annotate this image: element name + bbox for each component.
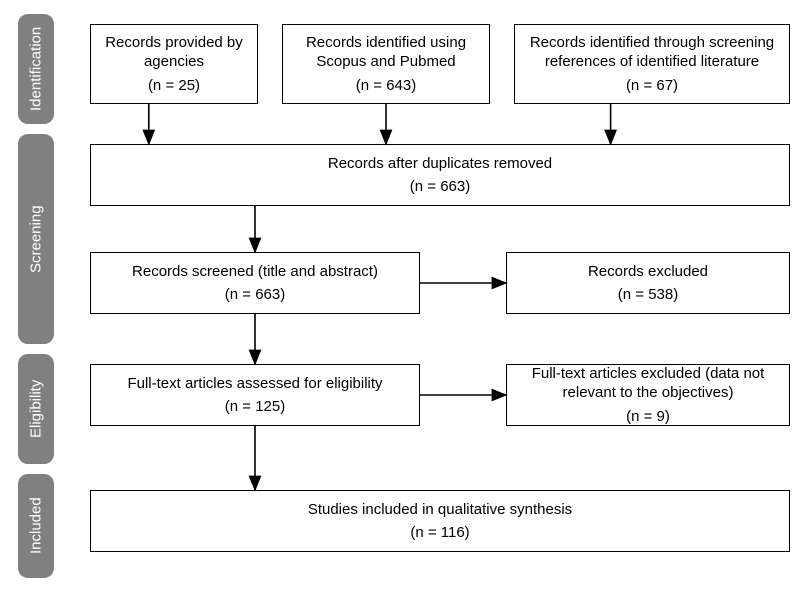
box-count: (n = 25) bbox=[148, 76, 200, 96]
box-count: (n = 643) bbox=[356, 76, 416, 96]
box-text: Full-text articles excluded (data not re… bbox=[517, 364, 779, 403]
box-text: Records screened (title and abstract) bbox=[132, 262, 378, 282]
box-records-excluded: Records excluded (n = 538) bbox=[506, 252, 790, 314]
box-text: Records identified through screening ref… bbox=[525, 33, 779, 72]
box-studies-included: Studies included in qualitative synthesi… bbox=[90, 490, 790, 552]
box-count: (n = 663) bbox=[225, 285, 285, 305]
box-fulltext-excluded: Full-text articles excluded (data not re… bbox=[506, 364, 790, 426]
box-text: Full-text articles assessed for eligibil… bbox=[127, 374, 382, 394]
stage-label-text: Eligibility bbox=[28, 380, 45, 438]
box-duplicates-removed: Records after duplicates removed (n = 66… bbox=[90, 144, 790, 206]
box-count: (n = 9) bbox=[626, 407, 670, 427]
prisma-flowchart: Identification Screening Eligibility Inc… bbox=[0, 0, 810, 592]
stage-eligibility: Eligibility bbox=[18, 354, 54, 464]
box-count: (n = 67) bbox=[626, 76, 678, 96]
box-records-screened: Records screened (title and abstract) (n… bbox=[90, 252, 420, 314]
stage-label-text: Included bbox=[28, 498, 45, 555]
stage-screening: Screening bbox=[18, 134, 54, 344]
box-count: (n = 116) bbox=[410, 523, 469, 543]
box-records-agencies: Records provided by agencies (n = 25) bbox=[90, 24, 258, 104]
box-count: (n = 663) bbox=[410, 177, 470, 197]
box-text: Studies included in qualitative synthesi… bbox=[308, 500, 572, 520]
stage-identification: Identification bbox=[18, 14, 54, 124]
box-records-scopus-pubmed: Records identified using Scopus and Pubm… bbox=[282, 24, 490, 104]
box-text: Records identified using Scopus and Pubm… bbox=[293, 33, 479, 72]
box-count: (n = 538) bbox=[618, 285, 678, 305]
stage-label-text: Screening bbox=[28, 205, 45, 273]
box-fulltext-assessed: Full-text articles assessed for eligibil… bbox=[90, 364, 420, 426]
stage-included: Included bbox=[18, 474, 54, 578]
stage-label-text: Identification bbox=[28, 27, 45, 111]
box-count: (n = 125) bbox=[225, 397, 285, 417]
box-text: Records excluded bbox=[588, 262, 708, 282]
box-text: Records provided by agencies bbox=[101, 33, 247, 72]
box-records-references: Records identified through screening ref… bbox=[514, 24, 790, 104]
box-text: Records after duplicates removed bbox=[328, 154, 552, 174]
